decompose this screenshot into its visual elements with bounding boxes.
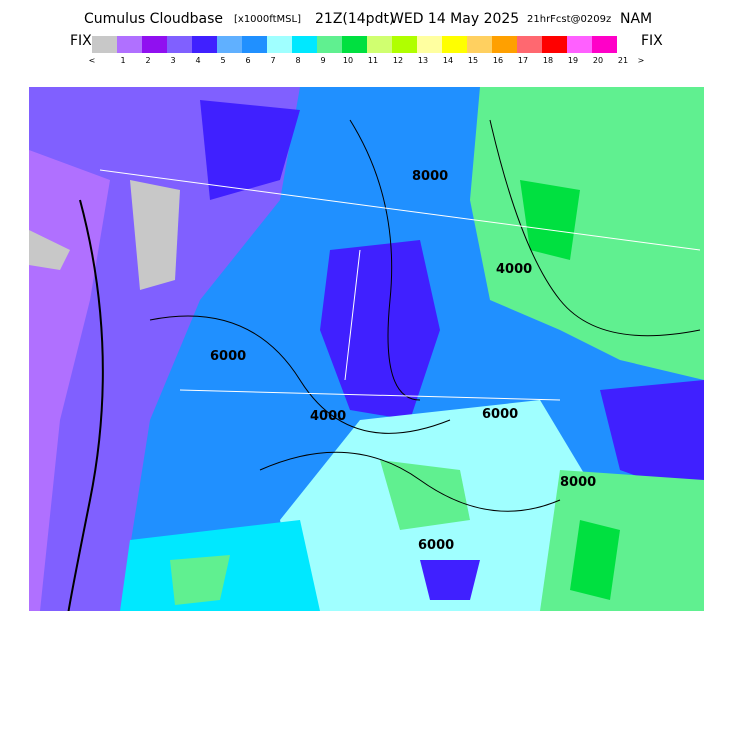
colorbar-swatch	[192, 36, 217, 53]
colorbar-label: 11	[368, 56, 378, 65]
colorbar-label: 7	[270, 56, 275, 65]
fix-left: FIX	[70, 33, 92, 49]
contour-label: 6000	[418, 538, 454, 553]
colorbar-label: 12	[393, 56, 403, 65]
contour-label: 6000	[482, 407, 518, 422]
colorbar-swatch	[142, 36, 167, 53]
colorbar-swatch	[467, 36, 492, 53]
colorbar-swatch	[292, 36, 317, 53]
colorbar-swatch	[567, 36, 592, 53]
colorbar-label: 20	[593, 56, 603, 65]
colorbar-swatch	[167, 36, 192, 53]
colorbar-swatch	[517, 36, 542, 53]
colorbar-label: 6	[245, 56, 250, 65]
model: NAM	[620, 11, 652, 27]
colorbar-label: 13	[418, 56, 428, 65]
colorbar-label: 19	[568, 56, 578, 65]
colorbar-swatch	[267, 36, 292, 53]
colorbar-swatch	[592, 36, 617, 53]
title: Cumulus Cloudbase	[84, 11, 223, 27]
date: WED 14 May 2025	[390, 11, 519, 27]
colorbar-label: 2	[145, 56, 150, 65]
colorbar-label: >	[638, 56, 645, 65]
colorbar-label: 10	[343, 56, 353, 65]
colorbar-label: 1	[120, 56, 125, 65]
units: [x1000ftMSL]	[234, 14, 301, 25]
fix-right: FIX	[641, 33, 663, 49]
contour-label: 4000	[496, 262, 532, 277]
colorbar-swatch	[217, 36, 242, 53]
contour-label: 6000	[210, 349, 246, 364]
colorbar-label: 9	[320, 56, 325, 65]
colorbar-label: 17	[518, 56, 528, 65]
map	[29, 87, 704, 611]
colorbar-label: 16	[493, 56, 503, 65]
colorbar-label: 3	[170, 56, 175, 65]
colorbar-label: 14	[443, 56, 453, 65]
colorbar-label: 8	[295, 56, 300, 65]
colorbar-swatch	[117, 36, 142, 53]
colorbar: <1 2 3 4 5 6 7 8 9 10 11 12 13 14 15 16 17 18 19 20 21 >	[89, 36, 645, 65]
colorbar-swatch	[442, 36, 467, 53]
colorbar-label: 4	[195, 56, 200, 65]
contour-label: 8000	[560, 475, 596, 490]
time: 21Z(14pdt)	[315, 11, 394, 27]
contour-label: 8000	[412, 169, 448, 184]
colorbar-swatch	[367, 36, 392, 53]
colorbar-swatch	[392, 36, 417, 53]
colorbar-swatch	[317, 36, 342, 53]
colorbar-swatch	[92, 36, 117, 53]
colorbar-label: 15	[468, 56, 478, 65]
colorbar-swatch	[492, 36, 517, 53]
colorbar-label: 5	[220, 56, 225, 65]
colorbar-swatch	[342, 36, 367, 53]
colorbar-swatch	[417, 36, 442, 53]
colorbar-label: 21	[618, 56, 628, 65]
colorbar-swatch	[242, 36, 267, 53]
contour-labels: 6000 4000 6000 8000 6000 4000 8000	[210, 169, 596, 553]
colorbar-label: 18	[543, 56, 553, 65]
forecast: 21hrFcst@0209z	[527, 14, 611, 25]
colorbar-swatch	[542, 36, 567, 53]
contour-label: 4000	[310, 409, 346, 424]
colorbar-label: <	[89, 56, 96, 65]
